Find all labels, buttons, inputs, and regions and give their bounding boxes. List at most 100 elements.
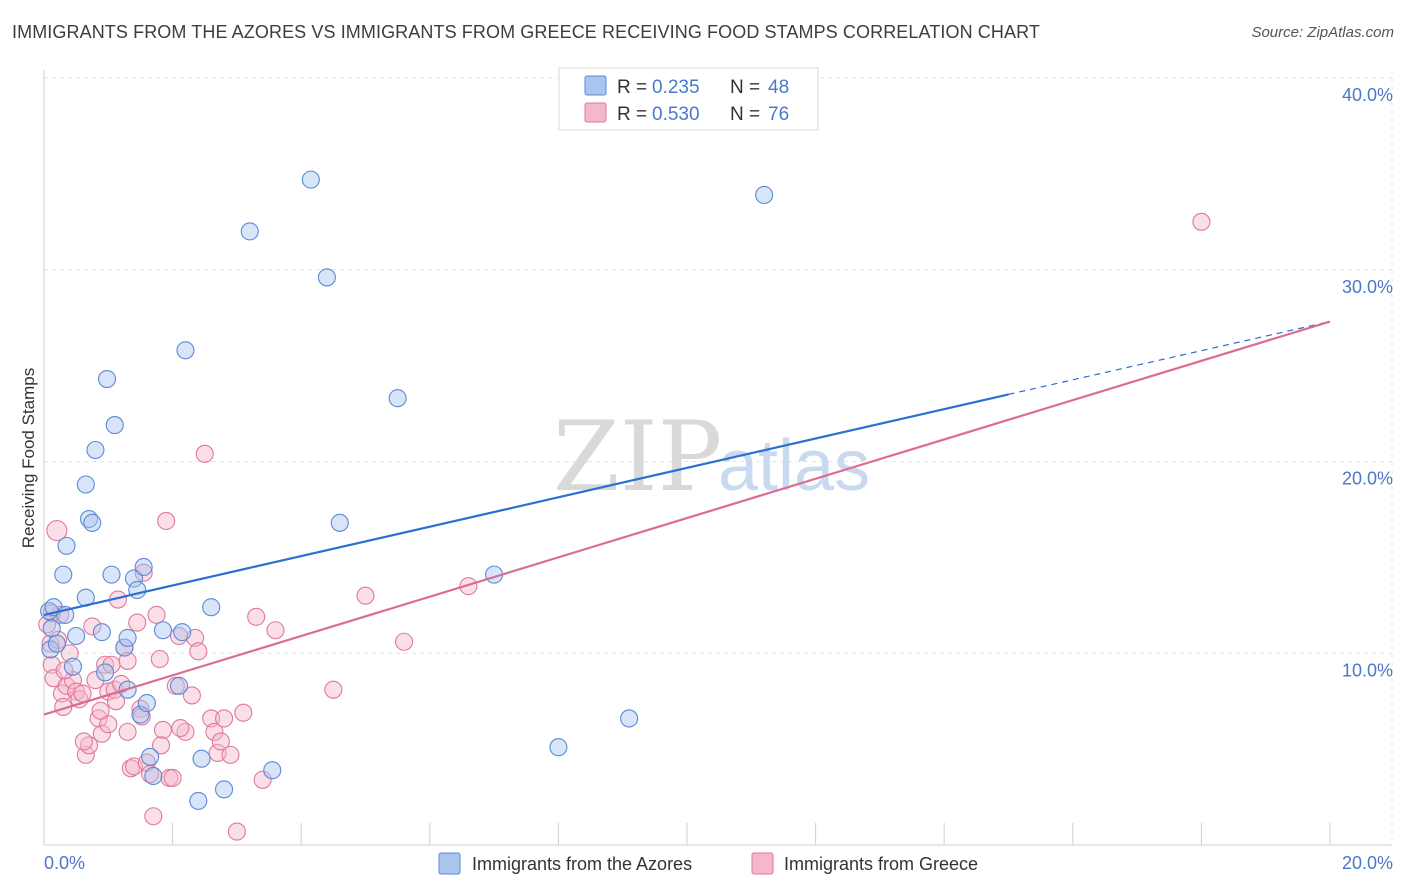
legend-greece-r-label: R = <box>617 104 647 125</box>
source-label: Source: ZipAtlas.com <box>1251 24 1394 41</box>
azores-point-40 <box>317 268 336 287</box>
chart-title: IMMIGRANTS FROM THE AZORES VS IMMIGRANTS… <box>12 22 1040 42</box>
greece-point-47 <box>182 686 201 705</box>
legend-greece-r-value: 0.530 <box>652 104 700 125</box>
azores-point-2 <box>42 619 61 638</box>
azores-point-10 <box>76 475 95 494</box>
azores-point-46 <box>620 709 639 728</box>
tick-labels: 10.0% 20.0% 30.0% 40.0% 0.0% 20.0% <box>44 85 1393 873</box>
azores-point-27 <box>141 747 160 766</box>
greece-point-14 <box>76 745 95 764</box>
legend-azores-r-value: 0.235 <box>652 77 700 98</box>
watermark-zip: ZIP <box>553 401 722 513</box>
azores-point-45 <box>549 738 568 757</box>
axes <box>43 70 1392 846</box>
azores-point-28 <box>144 766 163 786</box>
azores-point-29 <box>153 621 173 640</box>
trend-lines <box>43 320 1331 716</box>
greece-point-60 <box>253 770 272 789</box>
greece-point-65 <box>459 577 478 596</box>
azores-point-35 <box>202 598 221 617</box>
bottom-legend: Immigrants from the Azores Immigrants fr… <box>438 852 978 875</box>
greece-point-70 <box>74 732 93 751</box>
watermark: ZIP atlas <box>553 401 870 513</box>
x-tick-label-1: 20.0% <box>1342 853 1393 873</box>
azores-point-34 <box>192 749 211 768</box>
y-tick-label-2: 30.0% <box>1342 277 1393 297</box>
azores-point-18 <box>105 416 124 435</box>
greece-point-38 <box>147 605 166 624</box>
azores-point-8 <box>67 626 86 646</box>
azores-point-36 <box>214 780 234 799</box>
greece-point-56 <box>221 745 240 764</box>
greece-point-69 <box>55 661 74 680</box>
greece-point-43 <box>163 768 182 787</box>
azores-point-33 <box>189 791 208 810</box>
greece-point-19 <box>92 724 111 743</box>
azores-point-39 <box>301 170 320 189</box>
bottom-legend-swatch-azores <box>438 852 461 875</box>
greece-point-39 <box>150 649 169 669</box>
azores-point-38 <box>263 761 282 780</box>
azores-point-16 <box>97 369 117 389</box>
legend-greece-n-value: 76 <box>768 104 789 125</box>
legend-azores-n-label: N = <box>730 77 760 98</box>
y-tick-label-1: 20.0% <box>1342 469 1393 489</box>
azores-trend-line <box>43 393 1009 616</box>
azores-point-17 <box>102 565 121 584</box>
bottom-legend-azores: Immigrants from the Azores <box>472 854 692 874</box>
azores-point-14 <box>92 623 111 642</box>
greece-point-52 <box>205 722 224 741</box>
greece-point-17 <box>86 671 105 690</box>
legend-swatch-azores <box>584 75 607 96</box>
bottom-legend-swatch-greece <box>751 852 774 875</box>
azores-point-19 <box>115 638 134 657</box>
azores-point-15 <box>96 663 115 682</box>
greece-point-50 <box>195 444 214 463</box>
azores-point-20 <box>118 628 137 647</box>
azores-point-13 <box>86 440 105 460</box>
greece-point-20 <box>96 655 115 674</box>
azores-point-7 <box>63 657 82 676</box>
greece-point-41 <box>157 511 176 530</box>
legend: R = 0.235 N = 48 R = 0.530 N = 76 <box>558 67 819 131</box>
greece-point-30 <box>121 759 140 778</box>
greece-point-51 <box>202 709 221 728</box>
azores-point-37 <box>240 222 259 241</box>
azores-point-42 <box>388 389 407 408</box>
bottom-legend-greece: Immigrants from Greece <box>784 854 978 874</box>
greece-point-66 <box>1192 212 1211 231</box>
greece-point-49 <box>189 642 208 661</box>
greece-point-75 <box>171 718 190 738</box>
greece-point-29 <box>118 722 137 741</box>
y-axis-label: Receiving Food Stamps <box>19 368 38 548</box>
watermark-atlas: atlas <box>718 426 870 506</box>
greece-point-55 <box>214 709 234 728</box>
greece-point-16 <box>83 617 102 636</box>
azores-point-32 <box>176 341 195 360</box>
greece-point-21 <box>99 715 118 734</box>
azores-point-47 <box>755 185 774 205</box>
greece-trend-line <box>43 320 1331 716</box>
legend-swatch-greece <box>584 102 607 123</box>
azores-point-24 <box>131 705 150 724</box>
y-tick-label-3: 40.0% <box>1342 85 1393 105</box>
greece-point-28 <box>118 651 137 670</box>
azores-point-25 <box>134 557 153 577</box>
legend-azores-r-label: R = <box>617 77 647 98</box>
greece-point-74 <box>151 736 171 755</box>
greece-point-58 <box>234 703 253 722</box>
greece-point-32 <box>128 613 147 632</box>
greece-point-54 <box>211 732 230 751</box>
greece-point-4 <box>46 519 68 542</box>
legend-azores-n-value: 48 <box>768 77 789 98</box>
azores-point-41 <box>330 513 349 532</box>
azores-point-5 <box>54 565 73 584</box>
greece-point-9 <box>60 644 79 663</box>
greece-point-40 <box>153 720 173 740</box>
azores-point-4 <box>47 634 66 653</box>
greece-point-61 <box>266 621 285 640</box>
greece-point-64 <box>395 632 414 651</box>
greece-point-37 <box>144 807 163 826</box>
